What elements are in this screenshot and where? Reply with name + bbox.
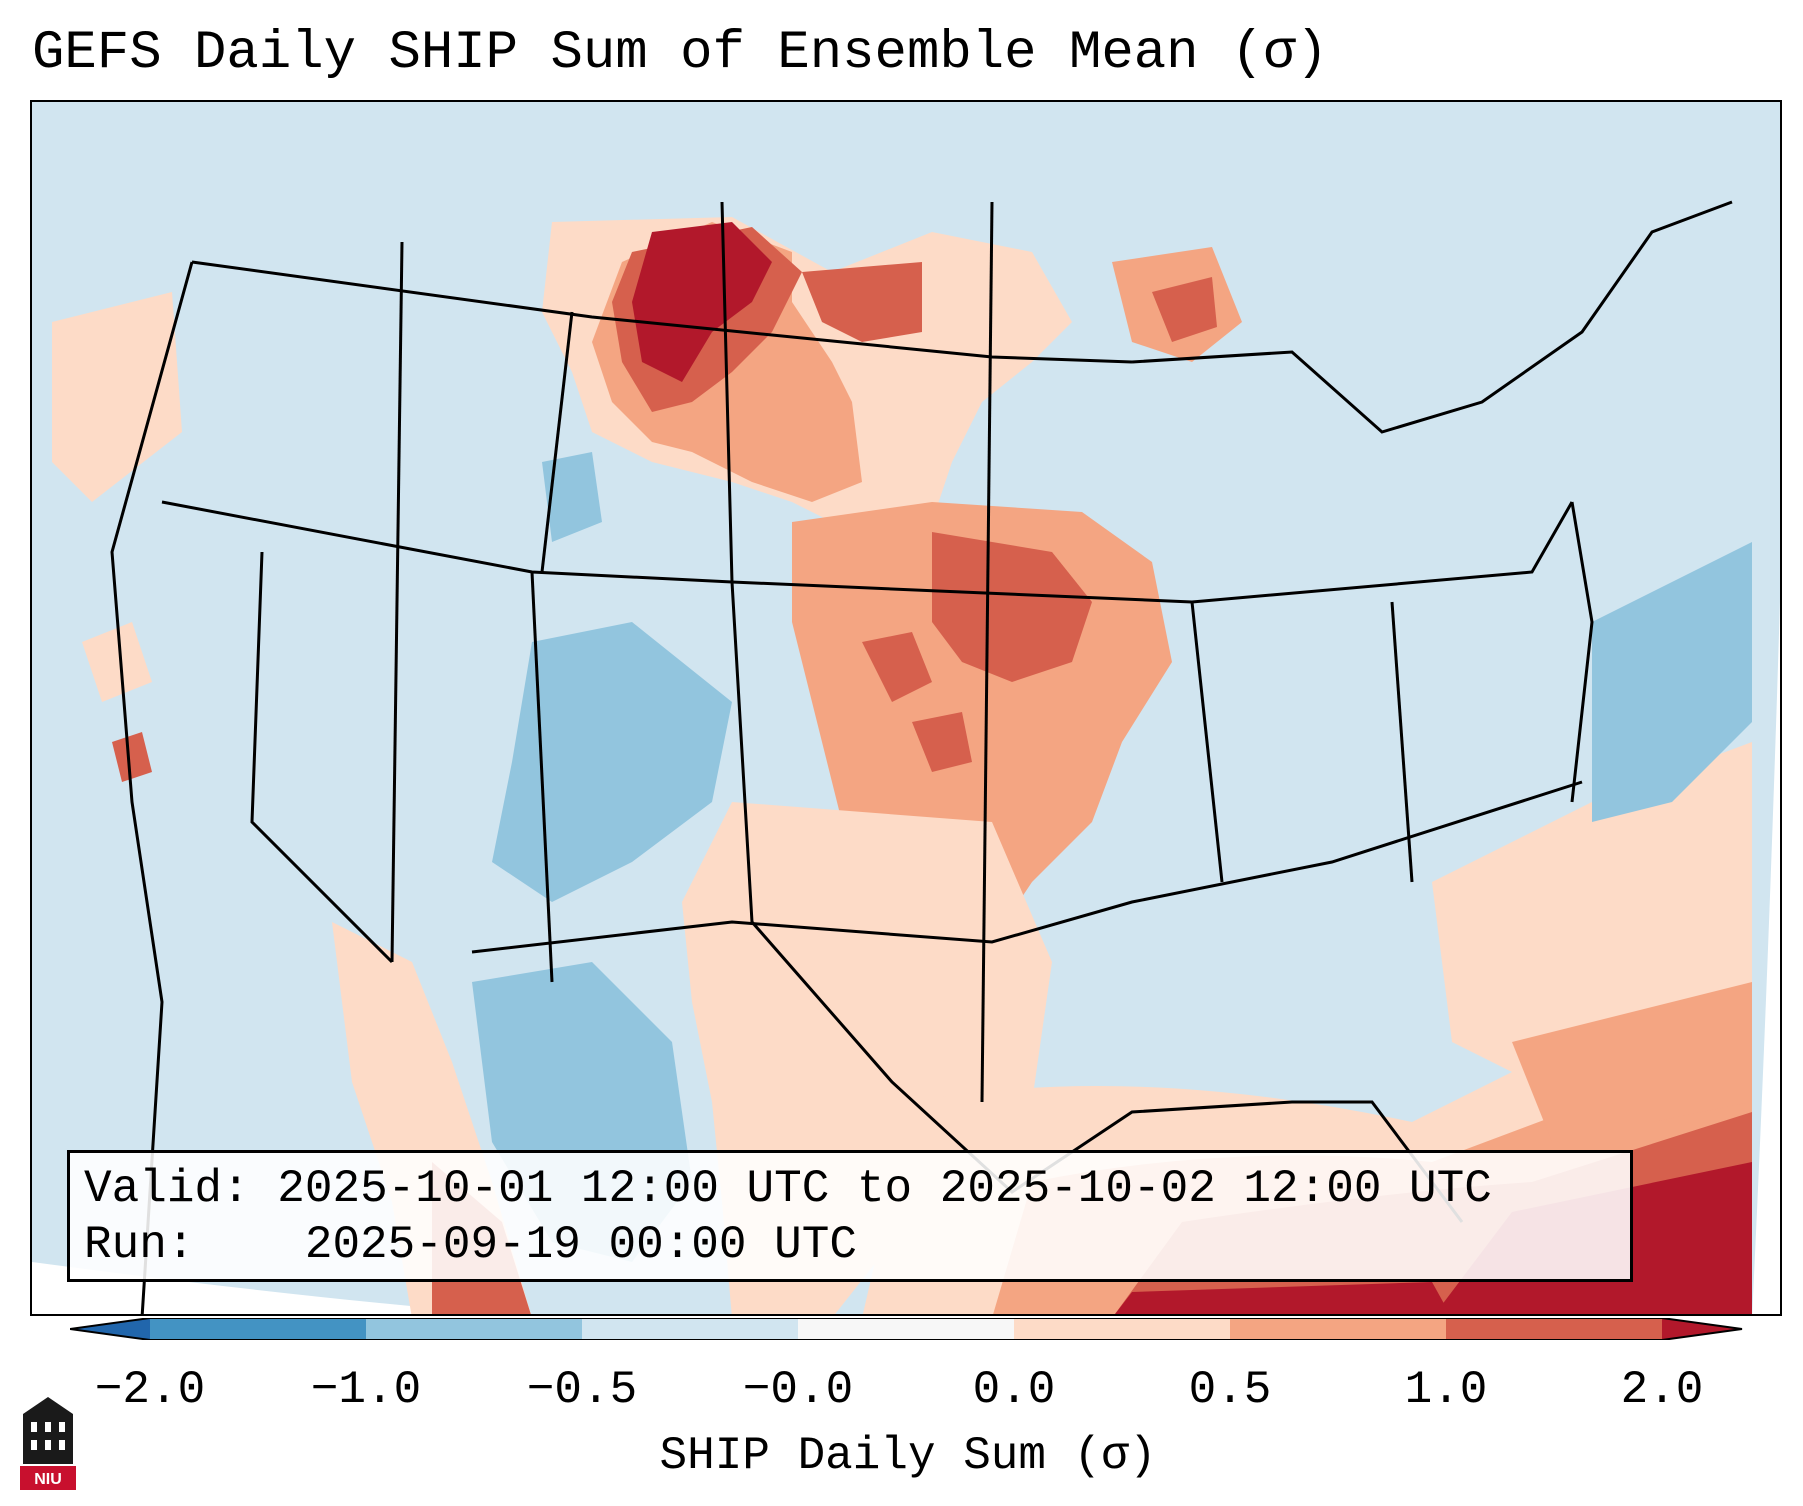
map-panel[interactable] [30,100,1782,1316]
university-building-icon: NIU [20,1397,76,1490]
colorbar-segment [150,1318,366,1340]
pacific-anomaly [52,292,182,502]
pacific-anomaly-3 [112,732,152,782]
niu-logo: NIU [18,1392,78,1497]
colorbar-extend-high [1662,1318,1742,1340]
map-title: GEFS Daily SHIP Sum of Ensemble Mean (σ) [32,23,1329,84]
valid-line: Valid: 2025-10-01 12:00 UTC to 2025-10-0… [84,1161,1616,1217]
colorbar-segment [582,1318,798,1340]
colorbar-segment [1446,1318,1662,1340]
colorbar-segment [798,1318,1014,1340]
run-value: 2025-09-19 00:00 UTC [304,1219,857,1271]
state-borders [110,200,1733,1314]
colorbar-segment [1230,1318,1446,1340]
atlantic-anomaly [1432,742,1752,1082]
info-box: Valid: 2025-10-01 12:00 UTC to 2025-10-0… [67,1150,1633,1282]
colorbar-label: SHIP Daily Sum (σ) [659,1430,1157,1482]
colorbar-tick: −0.0 [742,1364,854,1416]
atlantic-negative-anomaly [1592,542,1752,822]
colorbar-bar [69,1317,1743,1341]
atlantic-anomaly-strong [1512,982,1752,1142]
anomaly-map [32,102,1780,1314]
colorbar-tick: 0.0 [972,1364,1056,1416]
valid-value: 2025-10-01 12:00 UTC to 2025-10-02 12:00… [277,1163,1492,1215]
colorbar-tick: 1.0 [1404,1364,1488,1416]
logo-text: NIU [34,1471,62,1488]
colorbar-tick: 0.5 [1188,1364,1272,1416]
run-label: Run: [84,1219,195,1271]
valid-label: Valid: [84,1163,250,1215]
colorbar-tick: −1.0 [310,1364,422,1416]
pacific-anomaly-2 [82,622,152,702]
colorbar-tick: 2.0 [1620,1364,1704,1416]
colorbar [69,1317,1750,1345]
colorbar-extend-low [70,1318,150,1340]
colorbar-segment [1014,1318,1230,1340]
colorbar-tick: −0.5 [526,1364,638,1416]
colorbar-segment [366,1318,582,1340]
colorbar-tick: −2.0 [94,1364,206,1416]
run-line: Run: 2025-09-19 00:00 UTC [84,1217,1616,1273]
